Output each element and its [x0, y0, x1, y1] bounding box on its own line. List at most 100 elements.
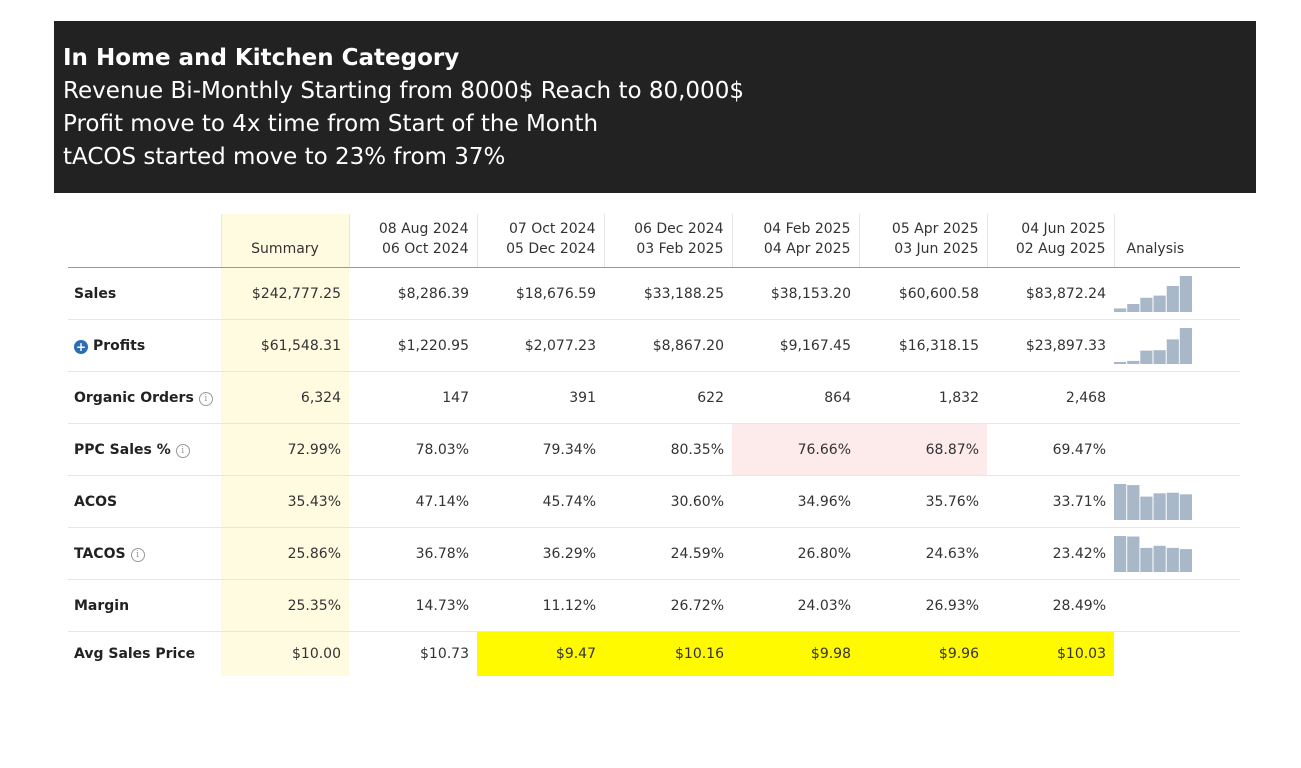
value-cell: $1,220.95 — [349, 319, 477, 372]
sparkline-bar — [1140, 547, 1153, 572]
sparkline-bar — [1140, 350, 1153, 364]
table-row: PPC Sales % i 72.99% 78.03% 79.34% 80.35%… — [68, 423, 1240, 476]
summary-cell: 6,324 — [221, 371, 349, 424]
period-end: 03 Feb 2025 — [636, 241, 724, 257]
metrics-table: Summary 08 Aug 2024 06 Oct 2024 07 Oct 20… — [68, 214, 1240, 676]
profits-label-text: Profits — [93, 337, 146, 354]
value-cell: $2,077.23 — [477, 319, 604, 372]
row-label-tacos: TACOS i — [68, 527, 221, 580]
analysis-cell — [1114, 527, 1240, 580]
value-cell: 26.72% — [604, 579, 732, 632]
tacos-sparkline — [1114, 535, 1192, 572]
value-cell: $18,676.59 — [477, 267, 604, 320]
value-cell: 47.14% — [349, 475, 477, 528]
sparkline-bar — [1179, 275, 1192, 312]
header-row: Summary 08 Aug 2024 06 Oct 2024 07 Oct 20… — [68, 214, 1240, 268]
value-cell: 78.03% — [349, 423, 477, 476]
banner-line-revenue: Revenue Bi-Monthly Starting from 8000$ R… — [63, 78, 744, 104]
period-header[interactable]: 04 Feb 2025 04 Apr 2025 — [732, 214, 860, 268]
row-label-sales: Sales — [68, 267, 221, 320]
value-cell: $23,897.33 — [987, 319, 1114, 372]
analysis-cell — [1114, 632, 1240, 677]
value-cell: $83,872.24 — [987, 267, 1114, 320]
value-cell: 24.63% — [859, 527, 987, 580]
sparkline-bar — [1114, 535, 1127, 572]
value-cell: 11.12% — [477, 579, 604, 632]
organic-orders-label-text: Organic Orders — [74, 389, 194, 406]
sparkline-bar — [1140, 297, 1153, 312]
value-cell-highlighted: $9.98 — [732, 631, 859, 676]
sparkline-bar — [1153, 295, 1166, 312]
info-icon[interactable]: i — [198, 391, 213, 406]
info-icon[interactable]: i — [175, 443, 190, 458]
banner-line-tacos: tACOS started move to 23% from 37% — [63, 144, 506, 170]
period-end: 05 Dec 2024 — [506, 241, 596, 257]
table-row: TACOS i 25.86% 36.78% 36.29% 24.59% 26.80… — [68, 527, 1240, 580]
table-row: Sales $242,777.25 $8,286.39 $18,676.59 $… — [68, 267, 1240, 320]
period-start: 05 Apr 2025 — [891, 221, 979, 237]
analysis-cell — [1114, 475, 1240, 528]
summary-cell: 35.43% — [221, 475, 349, 528]
sparkline-bar — [1153, 492, 1166, 520]
sparkline-bar — [1179, 493, 1192, 520]
value-cell: 69.47% — [987, 423, 1114, 476]
value-cell-highlighted: 76.66% — [732, 423, 859, 476]
period-end: 02 Aug 2025 — [1015, 241, 1106, 257]
period-header[interactable]: 08 Aug 2024 06 Oct 2024 — [349, 214, 478, 268]
sparkline-bar — [1179, 548, 1192, 572]
period-start: 04 Jun 2025 — [1021, 221, 1106, 237]
value-cell: $10.73 — [420, 646, 469, 662]
sparkline-bar — [1166, 285, 1179, 312]
summary-cell: 25.86% — [221, 527, 349, 580]
value-cell: 26.80% — [732, 527, 859, 580]
period-header[interactable]: 07 Oct 2024 05 Dec 2024 — [477, 214, 605, 268]
value-cell-highlighted: $10.03 — [987, 631, 1114, 676]
value-cell: 36.78% — [349, 527, 477, 580]
analysis-cell — [1114, 371, 1240, 424]
sparkline-bar — [1114, 361, 1127, 364]
period-header[interactable]: 06 Dec 2024 03 Feb 2025 — [604, 214, 733, 268]
period-end: 03 Jun 2025 — [894, 241, 979, 257]
value-cell: 864 — [732, 371, 859, 424]
value-cell: 36.29% — [477, 527, 604, 580]
sparkline-bar — [1153, 349, 1166, 364]
value-cell: 24.59% — [604, 527, 732, 580]
analysis-cell — [1114, 267, 1240, 320]
sparkline-bar — [1166, 338, 1179, 364]
value-cell: 30.60% — [604, 475, 732, 528]
banner-line-profit: Profit move to 4x time from Start of the… — [63, 111, 599, 137]
ppc-sales-label-text: PPC Sales % — [74, 441, 171, 458]
label-column-header — [68, 214, 222, 268]
value-cell: $38,153.20 — [732, 267, 859, 320]
row-label-profits[interactable]: + Profits — [68, 319, 221, 372]
row-label-avg-sales-price: Avg Sales Price — [74, 646, 196, 662]
summary-cell: $61,548.31 — [221, 319, 349, 372]
value-cell: $60,600.58 — [859, 267, 987, 320]
row-label-ppc-sales: PPC Sales % i — [68, 423, 221, 476]
value-cell: $8,286.39 — [349, 267, 477, 320]
header-banner: In Home and Kitchen Category Revenue Bi-… — [54, 21, 1256, 193]
period-header[interactable]: 05 Apr 2025 03 Jun 2025 — [859, 214, 988, 268]
sparkline-bar — [1114, 307, 1127, 312]
value-cell: 33.71% — [987, 475, 1114, 528]
sparkline-bar — [1153, 545, 1166, 572]
info-icon[interactable]: i — [130, 547, 145, 562]
value-cell: 45.74% — [477, 475, 604, 528]
tacos-label-text: TACOS — [74, 545, 126, 562]
table-row: ACOS 35.43% 47.14% 45.74% 30.60% 34.96% … — [68, 475, 1240, 528]
value-cell: 147 — [349, 371, 477, 424]
analysis-cell — [1114, 319, 1240, 372]
sales-sparkline — [1114, 275, 1192, 312]
profits-sparkline — [1114, 327, 1192, 364]
analysis-cell — [1114, 423, 1240, 476]
acos-sparkline — [1114, 483, 1192, 520]
period-header[interactable]: 04 Jun 2025 02 Aug 2025 — [987, 214, 1115, 268]
table-row: Organic Orders i 6,324 147 391 622 864 1,… — [68, 371, 1240, 424]
summary-column-header[interactable]: Summary — [221, 214, 350, 268]
value-cell: 391 — [477, 371, 604, 424]
value-cell: $16,318.15 — [859, 319, 987, 372]
value-cell: 79.34% — [477, 423, 604, 476]
value-cell: 24.03% — [732, 579, 859, 632]
period-start: 06 Dec 2024 — [634, 221, 724, 237]
expand-plus-icon[interactable]: + — [74, 339, 88, 354]
